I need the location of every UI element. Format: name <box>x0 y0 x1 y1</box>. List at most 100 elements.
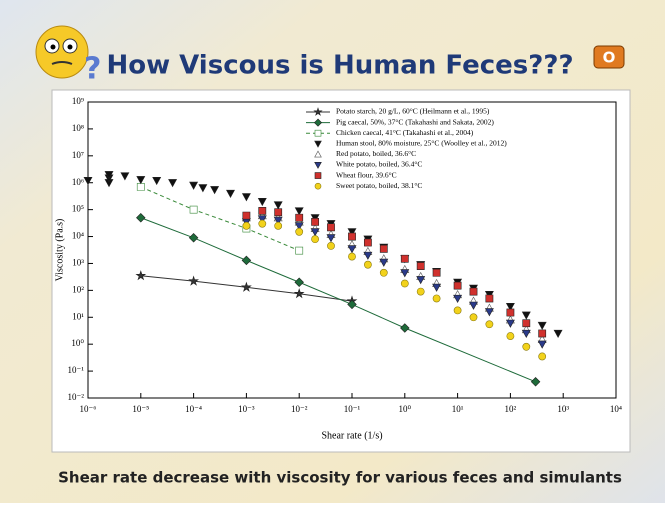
y-tick-label: 10¹ <box>72 311 84 321</box>
legend-label: Red potato, boiled, 36.6°C <box>336 149 416 158</box>
marker <box>327 241 335 250</box>
marker <box>136 182 145 191</box>
logo: O <box>593 45 625 69</box>
y-axis-label: Viscosity (Pa.s) <box>54 219 65 282</box>
y-tick-label: 10⁻¹ <box>68 365 85 375</box>
marker <box>152 177 162 186</box>
marker <box>347 299 357 310</box>
y-tick-label: 10² <box>72 284 84 294</box>
y-tick-label: 10⁰ <box>71 338 84 348</box>
marker <box>538 329 547 338</box>
marker <box>242 221 251 230</box>
marker <box>538 352 547 361</box>
marker <box>241 281 252 292</box>
marker <box>210 186 220 195</box>
legend-label: Sweet potato, boiled, 38.1°C <box>336 181 422 190</box>
marker <box>226 189 235 199</box>
marker <box>348 252 356 261</box>
marker <box>537 340 547 349</box>
marker <box>416 287 425 296</box>
caption: Shear rate decrease with viscosity for v… <box>58 469 622 487</box>
marker <box>293 288 305 299</box>
x-tick-label: 10⁻⁶ <box>80 404 97 414</box>
marker <box>453 294 463 304</box>
marker <box>432 294 441 303</box>
y-tick-label: 10⁹ <box>72 96 84 106</box>
marker <box>416 262 425 270</box>
marker <box>521 329 531 339</box>
legend-marker <box>313 118 323 127</box>
marker <box>241 255 252 266</box>
y-tick-label: 10⁶ <box>72 177 84 187</box>
marker <box>258 206 267 215</box>
marker <box>310 228 320 237</box>
x-tick-label: 10⁻¹ <box>344 404 361 414</box>
legend-label: White potato, boiled, 36.4°C <box>336 160 422 169</box>
marker <box>506 308 515 317</box>
marker <box>506 332 515 340</box>
marker <box>257 197 267 207</box>
marker <box>242 211 251 220</box>
x-tick-label: 10¹ <box>452 404 464 414</box>
marker <box>189 181 199 190</box>
marker <box>295 227 304 236</box>
marker <box>416 276 426 285</box>
marker <box>326 234 336 243</box>
marker <box>189 205 198 214</box>
x-tick-label: 10⁴ <box>610 404 622 414</box>
marker <box>363 260 372 269</box>
legend-marker <box>313 107 323 116</box>
marker <box>553 329 563 339</box>
x-tick-label: 10⁻⁴ <box>185 404 202 414</box>
fit-line <box>140 186 300 252</box>
marker <box>295 213 304 222</box>
y-tick-label: 10⁵ <box>72 204 84 214</box>
marker <box>453 306 462 315</box>
marker <box>348 232 356 241</box>
y-tick-label: 10⁻² <box>68 392 85 402</box>
y-tick-label: 10³ <box>72 258 84 268</box>
legend-label: Chicken caecal, 41°C (Takahashi et al., … <box>336 128 474 137</box>
marker <box>257 215 267 224</box>
x-tick-label: 10³ <box>557 404 569 414</box>
marker <box>379 244 388 253</box>
marker <box>379 258 389 267</box>
marker <box>400 269 410 278</box>
legend-marker <box>314 162 322 169</box>
legend-label: Wheat flour, 39.6°C <box>336 170 397 179</box>
legend-label: Pig caecal, 50%, 37°C (Takahashi and Sak… <box>336 117 494 126</box>
marker <box>295 246 304 255</box>
confused-face-icon: ? <box>35 25 101 87</box>
chart-panel <box>51 89 631 453</box>
x-axis-label: Shear rate (1/s) <box>321 430 382 441</box>
x-tick-label: 10² <box>505 404 517 414</box>
legend-marker <box>314 172 322 179</box>
marker <box>469 301 478 310</box>
legend-label: Human stool, 80% moisture, 25°C (Woolley… <box>336 139 507 148</box>
marker <box>136 212 146 223</box>
slide-title: How Viscous is Human Feces??? <box>106 51 573 81</box>
marker <box>363 251 373 260</box>
marker <box>273 216 283 225</box>
marker <box>136 176 146 185</box>
y-tick-label: 10⁸ <box>72 123 84 133</box>
marker <box>294 277 304 288</box>
marker <box>469 313 478 322</box>
marker <box>311 235 319 244</box>
marker <box>188 275 199 286</box>
marker <box>347 245 357 254</box>
svg-text:?: ? <box>84 52 101 87</box>
marker <box>484 308 494 317</box>
legend-label: Potato starch, 20 g/L, 60°C (Heilmann et… <box>336 107 490 116</box>
marker <box>379 268 388 277</box>
y-tick-label: 10⁷ <box>72 150 84 160</box>
marker <box>485 320 494 329</box>
marker <box>188 233 199 243</box>
marker <box>294 207 304 216</box>
marker <box>522 342 531 351</box>
marker <box>120 172 130 181</box>
marker <box>537 321 547 330</box>
legend-marker <box>314 150 322 158</box>
marker <box>400 254 409 263</box>
